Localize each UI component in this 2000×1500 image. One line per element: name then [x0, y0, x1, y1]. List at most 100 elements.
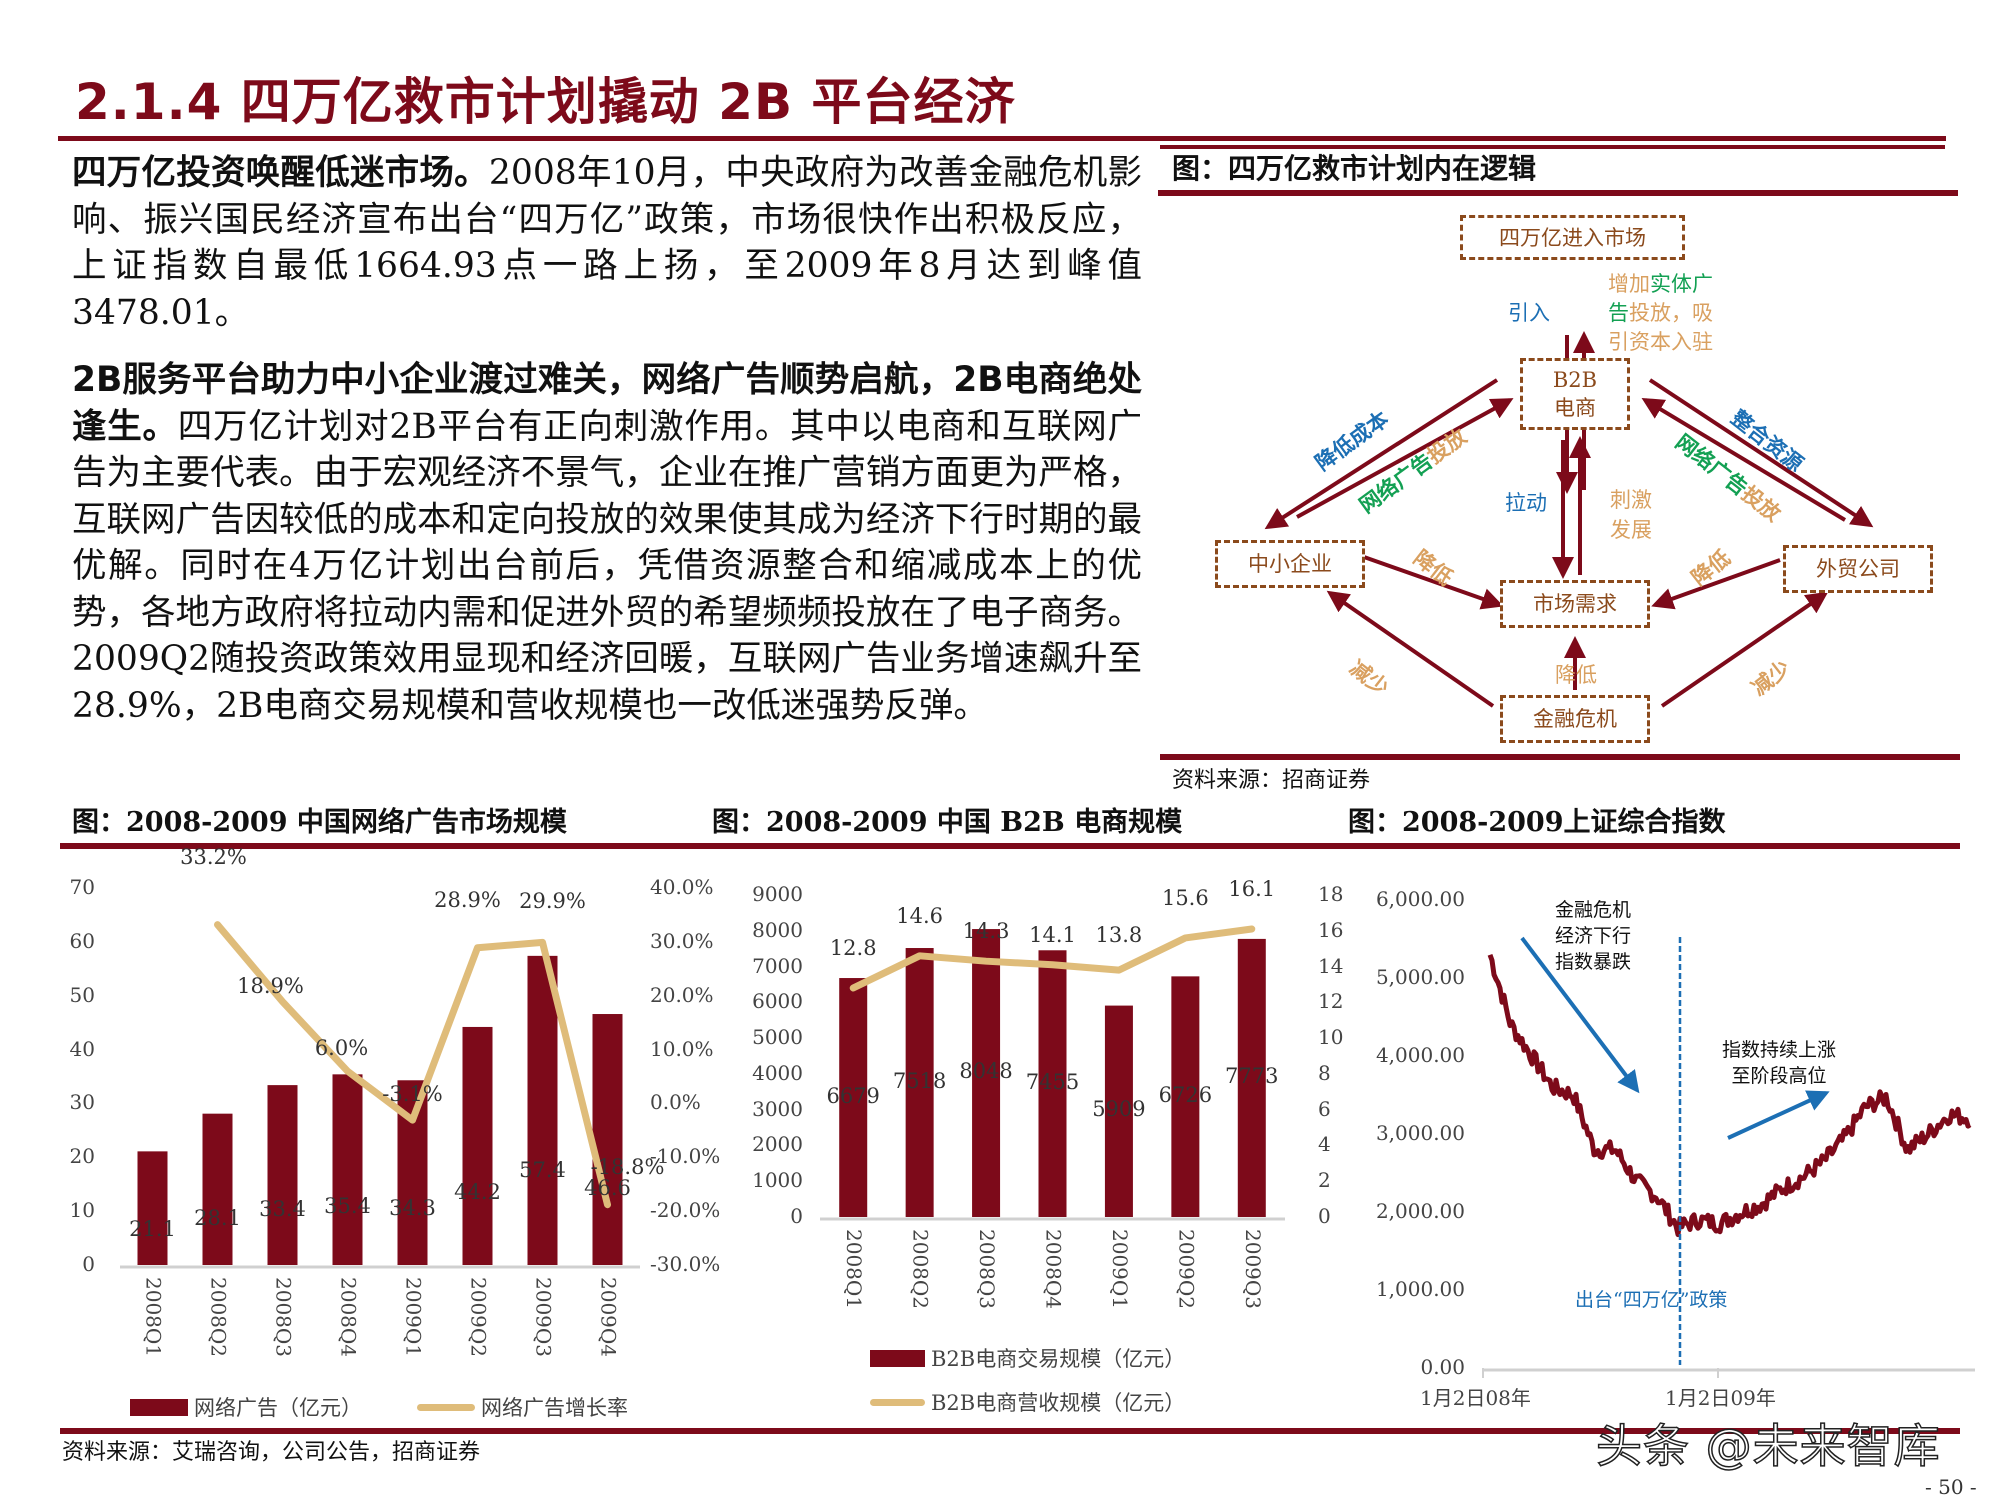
line-value-label: 33.2%: [180, 844, 247, 869]
watermark: 头条 @未来智库: [1595, 1418, 1941, 1474]
category-label: 2009Q1: [1107, 1229, 1132, 1310]
y-tick: 0: [82, 1252, 95, 1276]
index-line: [1487, 953, 1972, 1238]
y-tick: 0.00: [1420, 1355, 1465, 1379]
paragraph-1: 四万亿投资唤醒低迷市场。2008年10月，中央政府为改善金融危机影响、振兴国民经…: [72, 150, 1142, 336]
y-tick: 4,000.00: [1375, 1043, 1465, 1067]
bar-value-label: 33.4: [259, 1197, 306, 1222]
category-label: 2008Q1: [141, 1277, 166, 1358]
y-tick-right: 6: [1318, 1096, 1331, 1121]
y-tick: 20: [69, 1144, 95, 1169]
paragraph-2-body: 四万亿计划对2B平台有正向刺激作用。其中以电商和互联网广告为主要代表。由于宏观经…: [72, 406, 1142, 726]
legend-line-swatch: [417, 1403, 475, 1411]
category-label: 2008Q1: [842, 1229, 867, 1310]
line-value-label: 14.1: [1029, 922, 1076, 947]
paragraph-2: 2B服务平台助力中小企业渡过难关，网络广告顺势启航，2B电商绝处逢生。四万亿计划…: [72, 357, 1142, 729]
chart3-note-crash: 金融危机 经济下行 指数暴跌: [1555, 899, 1632, 973]
line-series: [849, 925, 1256, 992]
label-introduce: 引入: [1508, 301, 1550, 325]
category-label: 2009Q3: [531, 1277, 556, 1358]
bar: [972, 929, 1001, 1217]
label-stimulate: 刺激 发展: [1610, 488, 1652, 542]
bar-value-label: 46.6: [584, 1175, 631, 1200]
y-tick: 0: [790, 1204, 803, 1228]
node-b2b-ecommerce: B2B 电商: [1520, 358, 1630, 430]
arrow-down-icon: [1520, 936, 1640, 1094]
node-financial-crisis: 金融危机: [1500, 695, 1650, 743]
line-value-label: 18.9%: [237, 973, 304, 998]
y-tick-right: 14: [1318, 953, 1344, 978]
bar: [905, 948, 934, 1217]
y-tick-right: -30.0%: [650, 1252, 721, 1276]
y-tick: 8000: [752, 917, 803, 942]
y-tick: 5000: [752, 1025, 803, 1050]
line-value-label: 14.6: [896, 903, 944, 928]
bar-value-label: 57.4: [519, 1158, 566, 1183]
category-label: 2009Q2: [466, 1277, 491, 1358]
category-label: 2009Q2: [1174, 1229, 1199, 1310]
node-b2b-line1: B2B: [1552, 368, 1598, 392]
y-tick-right: -20.0%: [650, 1198, 721, 1223]
y-tick: 9000: [752, 882, 803, 906]
legend-bar-label: 网络广告（亿元）: [194, 1396, 362, 1420]
line-value-label: -18.8%: [590, 1154, 665, 1179]
chart2-title: 图：2008-2009 中国 B2B 电商规模: [712, 807, 1183, 838]
y-tick: 7000: [752, 953, 803, 978]
node-market-demand: 市场需求: [1500, 580, 1650, 628]
legend-line-swatch: [870, 1398, 925, 1406]
legend-bar-swatch: [130, 1398, 188, 1416]
diagram-source: 资料来源：招商证券: [1172, 768, 1371, 793]
chart3-title: 图：2008-2009上证综合指数: [1348, 807, 1726, 838]
y-tick: 3000: [752, 1096, 803, 1121]
chart1-legend: 网络广告（亿元） 网络广告增长率: [130, 1392, 628, 1422]
y-tick-right: 0.0%: [650, 1090, 701, 1115]
category-label: 2008Q2: [206, 1277, 231, 1358]
category-label: 2008Q3: [271, 1277, 296, 1358]
y-tick: 5,000.00: [1375, 965, 1465, 989]
y-tick-right: 30.0%: [650, 928, 714, 953]
chart3-x-tick-2: 1月2日09年: [1665, 1386, 1776, 1410]
legend-line-label: B2B电商营收规模（亿元）: [931, 1391, 1186, 1415]
line-value-label: 15.6: [1161, 885, 1209, 910]
y-tick-right: 10: [1318, 1025, 1344, 1050]
y-tick: 1000: [752, 1168, 803, 1193]
charts-title-rule: [60, 843, 1960, 849]
diagram-title-rule: [1158, 190, 1958, 196]
bar-value-label: 6726: [1158, 1082, 1213, 1107]
legend-bar-label: B2B电商交易规模（亿元）: [931, 1347, 1186, 1371]
diagram-bottom-rule: [1160, 754, 1960, 760]
line-value-label: 6.0%: [314, 1036, 369, 1061]
bar-value-label: 7455: [1025, 1069, 1080, 1094]
legend-bar-swatch: [870, 1349, 925, 1367]
line-value-label: 14.3: [962, 919, 1010, 944]
charts-source: 资料来源：艾瑞咨询，公司公告，招商证券: [62, 1440, 481, 1465]
chart3-note-policy: 出台“四万亿”政策: [1575, 1289, 1728, 1311]
bar-value-label: 7518: [892, 1068, 947, 1093]
node-b2b-line2: 电商: [1554, 396, 1596, 420]
page-title: 2.1.4 四万亿救市计划撬动 2B 平台经济: [75, 73, 1016, 131]
y-tick: 6,000.00: [1375, 887, 1465, 911]
node-foreign-trade: 外贸公司: [1783, 545, 1933, 593]
line-value-label: -3.1%: [382, 1082, 443, 1107]
y-tick: 30: [69, 1090, 95, 1115]
bar: [462, 1026, 493, 1265]
category-label: 2009Q1: [401, 1277, 426, 1358]
y-tick-right: 16: [1318, 917, 1344, 942]
category-label: 2008Q3: [975, 1229, 1000, 1310]
y-tick-right: -10.0%: [650, 1144, 721, 1169]
category-label: 2009Q3: [1240, 1229, 1265, 1310]
category-label: 2008Q2: [908, 1229, 933, 1310]
node-four-trillion: 四万亿进入市场: [1460, 215, 1685, 260]
chart2-legend-bar: B2B电商交易规模（亿元）: [870, 1343, 1185, 1373]
bar-value-label: 6679: [826, 1083, 880, 1108]
y-tick-right: 0: [1318, 1204, 1331, 1228]
bar: [592, 1014, 623, 1265]
y-tick: 60: [69, 928, 95, 953]
y-tick: 2000: [752, 1132, 803, 1157]
bar-value-label: 44.2: [454, 1179, 501, 1204]
bar: [1171, 976, 1200, 1217]
y-tick: 50: [69, 982, 95, 1007]
category-label: 2008Q4: [1041, 1229, 1066, 1310]
y-tick: 4000: [752, 1060, 803, 1085]
